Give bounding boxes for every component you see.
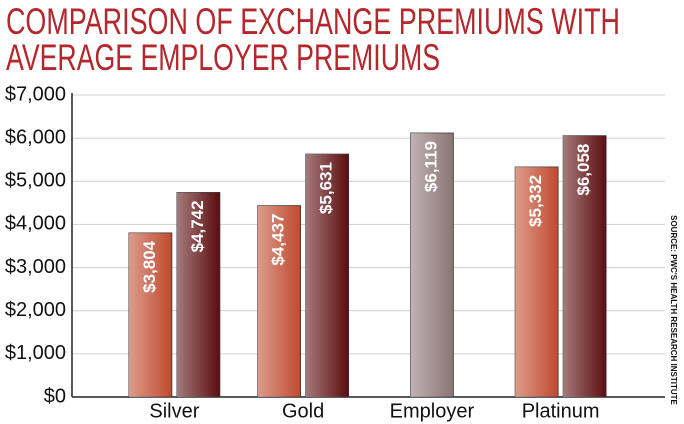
chart-title: COMPARISON OF EXCHANGE PREMIUMS WITH bbox=[6, 1, 620, 42]
y-tick-label: $3,000 bbox=[5, 256, 66, 278]
value-label: $5,332 bbox=[526, 175, 545, 227]
x-tick-label: Gold bbox=[282, 400, 324, 422]
y-tick-label: $4,000 bbox=[5, 213, 66, 235]
y-tick-label: $2,000 bbox=[5, 299, 66, 321]
value-label: $4,437 bbox=[269, 214, 288, 266]
value-label: $6,119 bbox=[421, 141, 440, 192]
y-tick-label: $0 bbox=[44, 385, 66, 407]
value-label: $3,804 bbox=[140, 240, 159, 293]
y-tick-label: $6,000 bbox=[5, 126, 66, 148]
x-tick-label: Employer bbox=[390, 400, 475, 422]
y-tick-label: $1,000 bbox=[5, 342, 66, 364]
x-tick-label: Silver bbox=[149, 400, 199, 422]
value-label: $6,058 bbox=[574, 144, 593, 196]
y-tick-label: $5,000 bbox=[5, 170, 66, 192]
source-note: SOURCE: PWC'S HEALTH RESEARCH INSTITUTE bbox=[669, 215, 678, 405]
value-label: $4,742 bbox=[188, 200, 207, 252]
value-label: $5,631 bbox=[317, 162, 336, 214]
x-tick-label: Platinum bbox=[522, 400, 600, 422]
y-tick-label: $7,000 bbox=[5, 83, 66, 105]
chart-title: AVERAGE EMPLOYER PREMIUMS bbox=[6, 37, 440, 78]
